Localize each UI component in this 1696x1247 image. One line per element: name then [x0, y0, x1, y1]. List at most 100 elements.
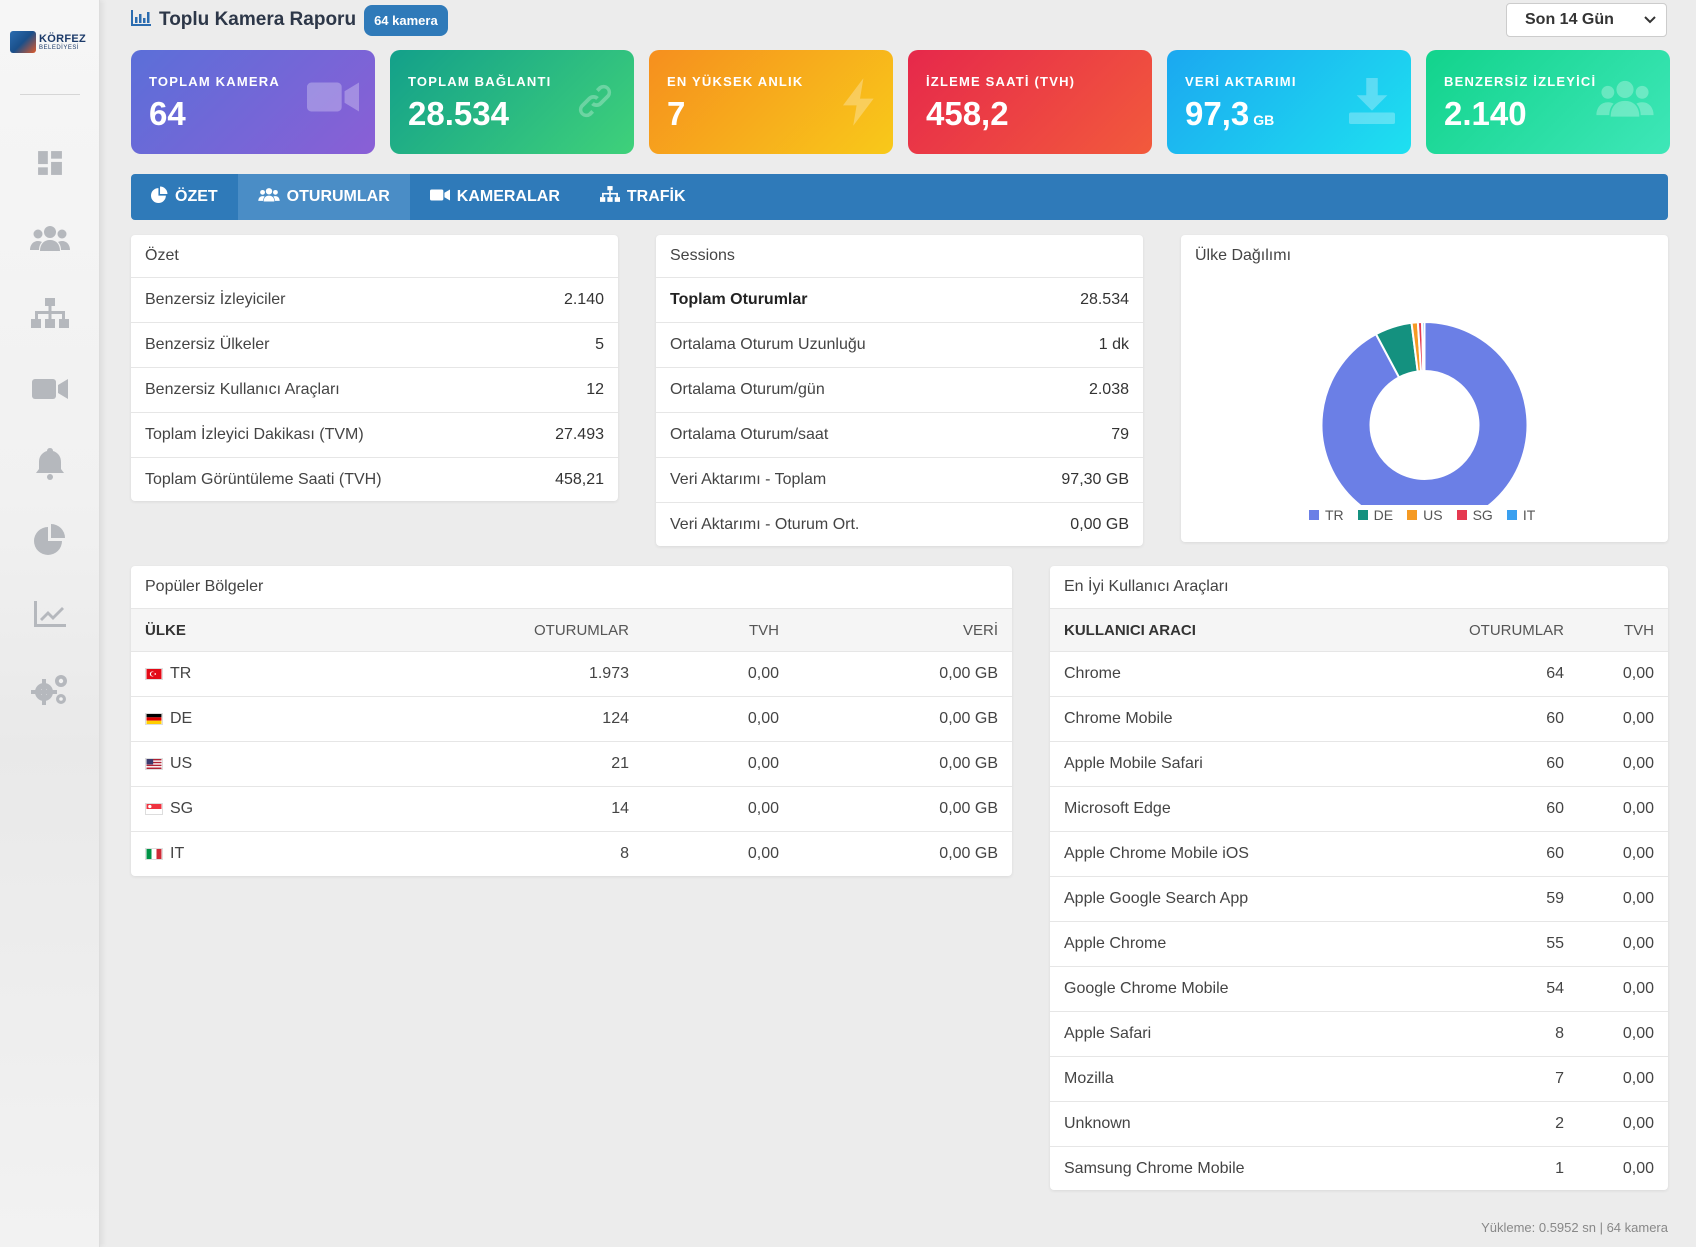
de-flag-icon [145, 713, 163, 725]
donut-slice-it[interactable] [1421, 320, 1426, 373]
legend-item-us[interactable]: US [1407, 507, 1443, 523]
col-data[interactable]: VERİ [962, 621, 998, 639]
legend-swatch [1357, 510, 1368, 520]
date-range-value: Son 14 Gün [1525, 11, 1614, 28]
sessions-cell: 21 [611, 755, 629, 772]
table-row: Google Chrome Mobile 54 0,00 [1050, 966, 1668, 1011]
table-header: KULLANICI ARACI OTURUMLAR TVH [1050, 608, 1668, 651]
brand-logo[interactable]: KÖRFEZ BELEDİYESİ [10, 28, 92, 56]
tvh-cell: 0,00 [1622, 1070, 1654, 1087]
users-icon [257, 187, 280, 207]
chart-legend: TR DE US SG IT [1309, 507, 1535, 523]
kpi-value: 64 [149, 95, 186, 132]
table-row: TR 1.973 0,00 0,00 GB [131, 651, 1012, 696]
col-user-agent[interactable]: KULLANICI ARACI [1064, 621, 1196, 639]
sidebar-chart-line-icon[interactable] [30, 594, 70, 634]
card-title: Ülke Dağılımı [1195, 247, 1292, 264]
tvh-cell: 0,00 [1622, 935, 1654, 952]
tvh-cell: 0,00 [1622, 710, 1654, 727]
legend-item-sg[interactable]: SG [1456, 507, 1493, 523]
tvh-cell: 0,00 [1622, 1115, 1654, 1132]
tvh-cell: 0,00 [1622, 800, 1654, 817]
stat-row: Veri Aktarımı - Toplam 97,30 GB [656, 457, 1143, 502]
data-cell: 0,00 GB [939, 845, 998, 862]
tab-ozet[interactable]: ÖZET [131, 174, 238, 220]
card-title: Popüler Bölgeler [145, 578, 264, 595]
stat-row: Benzersiz İzleyiciler 2.140 [131, 277, 618, 322]
kpi-label: İZLEME SAATİ (TVH) [926, 74, 1076, 89]
us-flag-icon [145, 758, 163, 770]
sessions-cell: 54 [1546, 980, 1564, 997]
kpi-data-transfer: VERİ AKTARIMI 97,3 GB [1167, 50, 1411, 154]
sidebar-video-icon[interactable] [30, 369, 70, 409]
sidebar-dashboard-icon[interactable] [30, 143, 70, 183]
stat-value: 1 dk [1098, 336, 1129, 353]
donut-slice-tr[interactable] [1320, 320, 1529, 505]
table-row: US 21 0,00 0,00 GB [131, 741, 1012, 786]
sidebar-divider [20, 94, 80, 95]
tvh-cell: 0,00 [1622, 665, 1654, 682]
col-tvh[interactable]: TVH [749, 621, 779, 639]
col-sessions[interactable]: OTURUMLAR [533, 621, 629, 639]
table-row: Microsoft Edge 60 0,00 [1050, 786, 1668, 831]
data-cell: 0,00 GB [939, 710, 998, 727]
stat-row: Benzersiz Ülkeler 5 [131, 322, 618, 367]
stat-label: Benzersiz İzleyiciler [145, 291, 286, 308]
sidebar-users-icon[interactable] [30, 218, 70, 258]
table-row: SG 14 0,00 0,00 GB [131, 786, 1012, 831]
agent-name: Google Chrome Mobile [1064, 980, 1229, 997]
stat-label: Benzersiz Ülkeler [145, 336, 270, 353]
tab-kameralar[interactable]: KAMERALAR [410, 174, 580, 220]
stat-value: 0,00 GB [1070, 516, 1129, 533]
stat-label: Benzersiz Kullanıcı Araçları [145, 381, 340, 398]
kpi-value: 458,2 [926, 95, 1009, 132]
sidebar-cogs-icon[interactable] [30, 669, 70, 709]
kpi-value: 97,3 [1185, 95, 1250, 132]
table-row: Samsung Chrome Mobile 1 0,00 [1050, 1146, 1668, 1190]
sidebar-pie-chart-icon[interactable] [30, 519, 70, 559]
tab-trafik[interactable]: TRAFİK [580, 174, 706, 220]
stat-value: 97,30 GB [1061, 471, 1129, 488]
sessions-cell: 1.973 [588, 665, 629, 682]
legend-item-tr[interactable]: TR [1309, 507, 1344, 523]
kpi-value: 7 [667, 95, 686, 132]
legend-item-it[interactable]: IT [1506, 507, 1535, 523]
data-cell: 0,00 GB [939, 800, 998, 817]
country-code: SG [170, 800, 194, 817]
col-sessions[interactable]: OTURUMLAR [1468, 621, 1564, 639]
tab-label: TRAFİK [626, 188, 686, 205]
kpi-value: 2.140 [1444, 95, 1527, 132]
agent-name: Apple Safari [1064, 1025, 1152, 1042]
stat-label: Toplam İzleyici Dakikası (TVM) [145, 426, 364, 443]
kpi-label: EN YÜKSEK ANLIK [667, 74, 804, 89]
stat-row: Ortalama Oturum/saat 79 [656, 412, 1143, 457]
kpi-label: TOPLAM BAĞLANTI [408, 74, 552, 89]
stat-row: Ortalama Oturum/gün 2.038 [656, 367, 1143, 412]
kpi-unique-viewers: BENZERSİZ İZLEYİCİ 2.140 [1426, 50, 1670, 154]
legend-swatch [1309, 510, 1319, 520]
tab-oturumlar[interactable]: OTURUMLAR [237, 174, 410, 220]
sidebar-bell-icon[interactable] [30, 444, 70, 484]
tvh-cell: 0,00 [747, 755, 779, 772]
sessions-cell: 8 [1555, 1025, 1564, 1042]
table-row: Apple Google Search App 59 0,00 [1050, 876, 1668, 921]
agent-name: Mozilla [1064, 1070, 1114, 1087]
kpi-unit: GB [1253, 112, 1275, 128]
col-country[interactable]: ÜLKE [145, 621, 186, 639]
sessions-cell: 60 [1546, 845, 1564, 862]
sidebar-sitemap-icon[interactable] [30, 294, 70, 334]
logo-mark-icon [10, 31, 36, 53]
agent-name: Samsung Chrome Mobile [1064, 1160, 1245, 1177]
stat-value: 2.140 [563, 291, 604, 308]
bar-chart-icon [131, 9, 151, 31]
date-range-select[interactable]: Son 14 Gün [1506, 3, 1667, 37]
legend-item-de[interactable]: DE [1357, 507, 1393, 523]
chevron-down-icon [1644, 11, 1656, 29]
sessions-card: Sessions Toplam Oturumlar 28.534 Ortalama … [656, 235, 1143, 546]
load-time-note: Yükleme: 0.5952 sn | 64 kamera [1481, 1220, 1668, 1235]
sessions-cell: 60 [1546, 755, 1564, 772]
col-tvh[interactable]: TVH [1624, 621, 1654, 639]
table-row: Apple Mobile Safari 60 0,00 [1050, 741, 1668, 786]
stat-row: Veri Aktarımı - Oturum Ort. 0,00 GB [656, 502, 1143, 546]
table-header: ÜLKE OTURUMLAR TVH VERİ [131, 608, 1012, 651]
